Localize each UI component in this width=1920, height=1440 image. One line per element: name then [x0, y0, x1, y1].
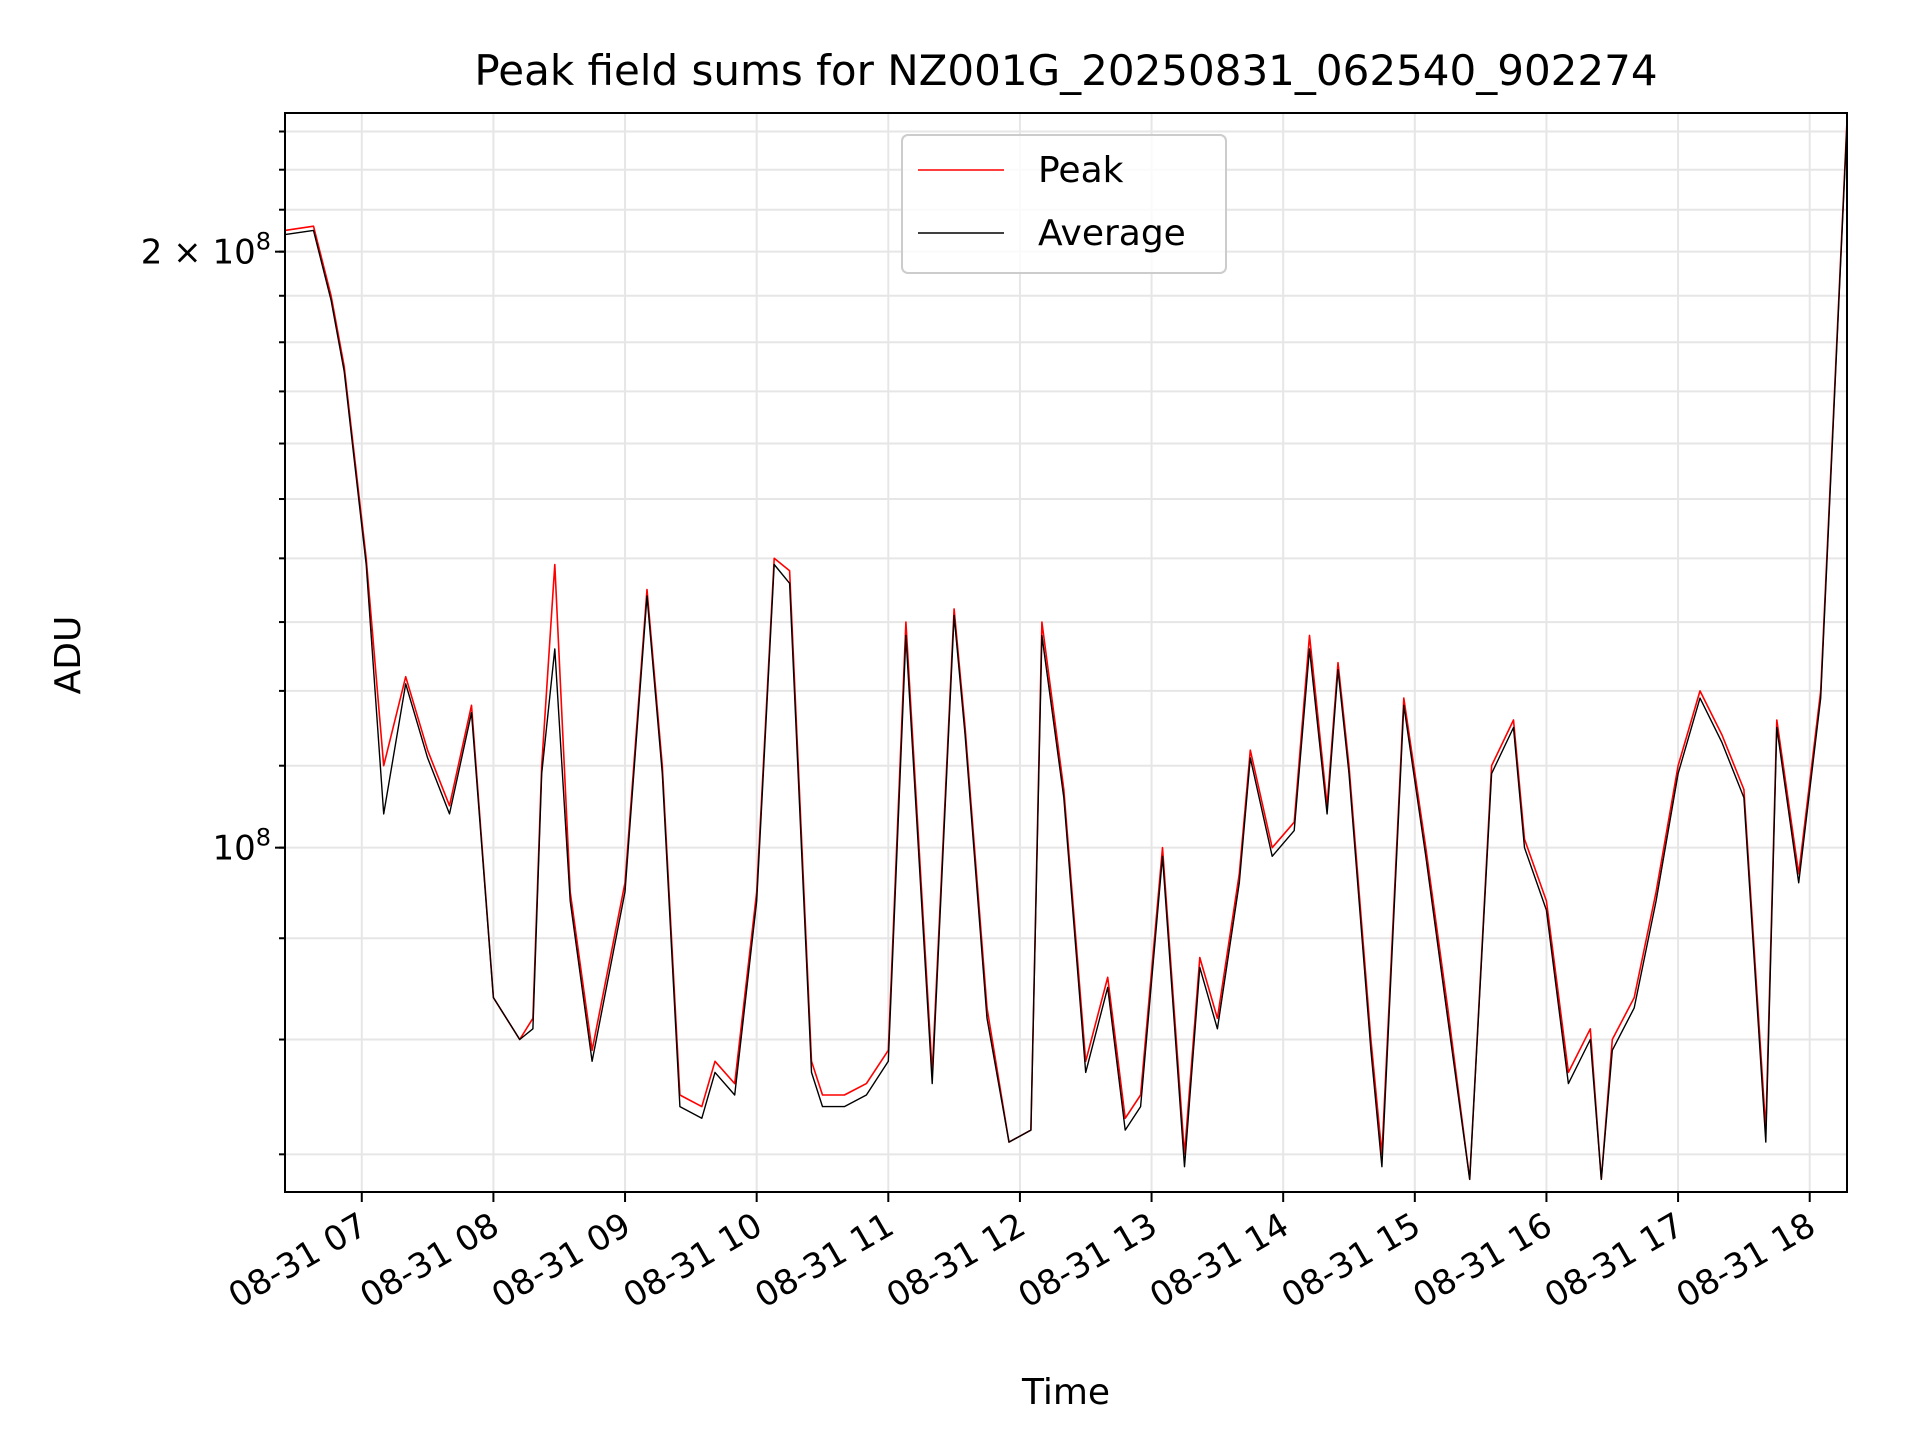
legend: Peak Average: [901, 134, 1227, 274]
plot-frame: [284, 112, 1848, 1193]
series-lines: [284, 120, 1848, 1181]
chart-title: Peak field sums for NZ001G_20250831_0625…: [474, 46, 1657, 95]
y-tick-label: 2 × 108: [141, 228, 271, 273]
y-tick-label: 108: [212, 824, 271, 869]
y-axis-label: ADU: [48, 616, 89, 695]
legend-peak-label: Peak: [1038, 150, 1124, 191]
average-series-line: [284, 123, 1848, 1181]
x-axis-label: Time: [1021, 1372, 1110, 1413]
y-axis-ticks: 2 × 108 108: [141, 130, 285, 1156]
legend-average-label: Average: [1038, 213, 1186, 254]
